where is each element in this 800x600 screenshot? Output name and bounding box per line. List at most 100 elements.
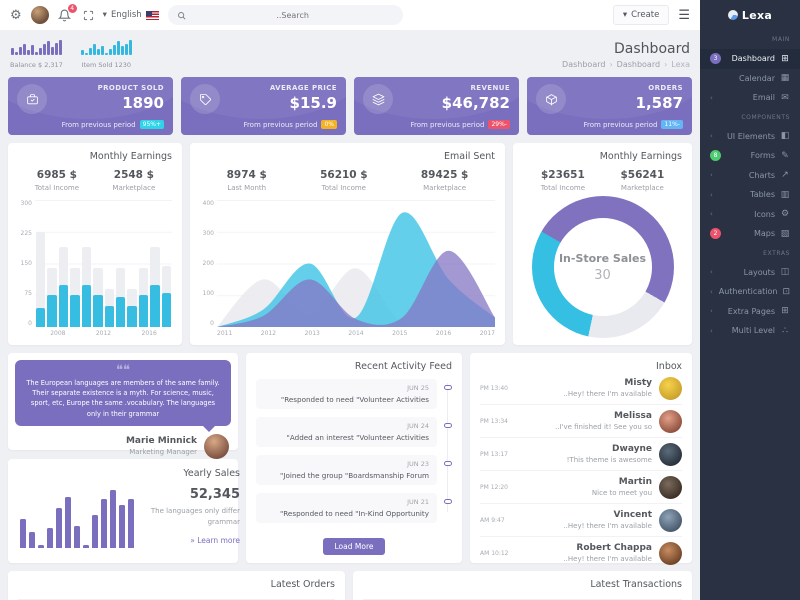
sidebar-item-forms[interactable]: 8 Forms ✎ — [700, 146, 800, 166]
inbox-item[interactable]: PM 12:20 Martin Nice to meet you — [480, 471, 682, 504]
authentication-icon: ⊡ — [782, 286, 790, 297]
stat-label: Total Income — [540, 184, 586, 192]
brand-name: Lexa — [741, 8, 773, 22]
quote-author: Marie Minnick Marketing Manager — [15, 433, 231, 459]
inbox-message: ..I've finished it! See you so — [555, 423, 652, 431]
brand-logo[interactable]: Lexa — [700, 0, 800, 30]
card-title: Monthly Earnings — [89, 151, 172, 162]
notifications-button[interactable]: 4 — [57, 4, 77, 23]
timeline-dot-icon — [444, 461, 452, 466]
inbox-time: AM 10:12 — [480, 549, 509, 557]
sidebar-item-extra-pages[interactable]: ‹ Extra Pages ⊞ — [700, 302, 800, 322]
balance-mini-bars — [10, 40, 62, 55]
inbox-time: AM 9:47 — [480, 516, 505, 524]
stat-value: $23651 — [540, 169, 585, 181]
sidebar-item-authentication[interactable]: ‹ Authentication ⊡ — [700, 282, 800, 302]
y-axis: 400 300 200 100 0 — [200, 200, 217, 327]
caret-down-icon: ▾ — [102, 10, 107, 20]
language-label: English — [110, 10, 142, 20]
stat-value: $15.9 — [289, 94, 337, 112]
sidebar-item-tables[interactable]: ‹ Tables ▥ — [700, 185, 800, 205]
donut-center-value: 30 — [594, 267, 611, 283]
inbox-item[interactable]: AM 9:47 Vincent ..Hey! there I'm available — [480, 504, 682, 537]
stat-badge: 11%- — [661, 120, 683, 129]
inbox-message: ..Hey! there I'm available — [563, 522, 652, 530]
forms-icon: ✎ — [781, 150, 789, 161]
inbox-item[interactable]: PM 13:34 Melissa ..I've finished it! See y… — [480, 405, 682, 438]
fullscreen-icon[interactable] — [83, 10, 94, 21]
inbox-message: Nice to meet you — [591, 489, 652, 497]
sidebar-item-label: Multi Level — [731, 326, 775, 336]
dashboard-icon: ⊞ — [781, 53, 789, 64]
sidebar-item-charts[interactable]: ‹ Charts ↗ — [700, 166, 800, 186]
axis-tick: 300 — [20, 200, 32, 207]
menu-toggle-icon[interactable]: ☰ — [678, 7, 690, 23]
sender-avatar — [659, 409, 682, 433]
search-box — [167, 5, 403, 25]
breadcrumb-item[interactable]: Dashboard — [562, 60, 606, 69]
axis-tick: 2016 — [141, 330, 157, 337]
axis-tick: 0 — [210, 320, 214, 327]
sidebar-item-maps[interactable]: 2 Maps ▧ — [700, 224, 800, 244]
maps-icon: ▧ — [780, 228, 790, 239]
sidebar-item-layouts[interactable]: ‹ Layouts ◫ — [700, 263, 800, 283]
inbox-item[interactable]: PM 13:17 Dwayne !This theme is awesome — [480, 438, 682, 471]
sidebar-badge: 2 — [710, 228, 721, 240]
create-button[interactable]: ▾ Create — [612, 5, 670, 25]
donut-center: In-Store Sales 30 — [553, 218, 652, 316]
chevron-icon: ‹ — [710, 93, 713, 102]
inbox-time: PM 13:34 — [480, 417, 508, 425]
tag-icon — [190, 84, 220, 114]
activity-timeline: JUN 25 "Responded to need "Volunteer Acti… — [256, 379, 452, 538]
load-more-button[interactable]: Load More — [322, 538, 386, 555]
axis-tick: 2013 — [304, 330, 320, 337]
sidebar-item-dashboard[interactable]: 3 Dashboard ⊞ — [700, 49, 800, 69]
item-sold-mini-bars — [80, 40, 132, 55]
axis-tick: 2016 — [435, 330, 452, 337]
language-selector[interactable]: ▾ English — [103, 10, 159, 20]
settings-gear-icon[interactable]: ⚙ — [10, 7, 22, 23]
axis-tick: 200 — [202, 260, 214, 267]
sidebar-item-ui-elements[interactable]: ‹ UI Elements ◧ — [700, 127, 800, 147]
sidebar-item-email[interactable]: ‹ Email ✉ — [700, 88, 800, 108]
stat-label: Total Income — [321, 184, 366, 192]
sidebar-item-label: Extra Pages — [727, 306, 775, 316]
axis-tick: 150 — [20, 260, 32, 267]
sidebar-item-label: Layouts — [743, 267, 775, 277]
sidebar-item-label: Email — [752, 93, 775, 103]
top-navbar: ⚙ 4 ▾ English ▾ Create ☰ — [0, 0, 700, 30]
quote-icon: ❝❝ — [116, 363, 130, 378]
yearly-sales-card: Yearly Sales 52,345 The languages only d… — [8, 459, 240, 563]
quote-bubble: ❝❝ The European languages are members of… — [15, 360, 231, 432]
breadcrumb-item-current: Lexa — [660, 60, 690, 69]
stat-period-label: From previous period — [583, 121, 658, 129]
inbox-item[interactable]: AM 10:12 Robert Chappa ..Hey! there I'm av… — [480, 537, 682, 569]
sidebar-item-calendar[interactable]: Calendar ▦ — [700, 69, 800, 89]
inbox-time: PM 13:40 — [480, 384, 508, 392]
yearly-sales-value: 52,345 — [189, 487, 240, 502]
stat-value: $46,782 — [441, 94, 510, 112]
card-title: Email Sent — [444, 151, 495, 162]
stat-card-orders: ORDERS 1,587 From previous period 11%- — [527, 77, 692, 135]
briefcase-icon — [17, 84, 47, 114]
chevron-icon: ‹ — [710, 190, 713, 199]
chevron-icon: ‹ — [710, 132, 713, 141]
x-axis: 2011 2012 2013 2014 2015 2016 2017 — [217, 330, 495, 337]
lexa-logo-icon — [727, 10, 738, 20]
axis-tick: 2012 — [260, 330, 277, 337]
inbox-message: ..Hey! there I'm available — [563, 555, 652, 563]
sender-avatar — [659, 475, 682, 499]
stat-value: 2548 $ — [113, 169, 154, 181]
sidebar-section-label: EXTRAS — [763, 249, 790, 257]
user-avatar[interactable] — [30, 6, 49, 24]
axis-tick: 225 — [20, 230, 32, 237]
activity-item: JUN 21 "Responded to need "In-Kind Opport… — [256, 493, 452, 523]
sidebar-item-multi-level[interactable]: ‹ Multi Level ∴ — [700, 321, 800, 341]
inbox-item[interactable]: PM 13:40 Misty ..Hey! there I'm available — [480, 372, 682, 405]
learn-more-link[interactable]: » Learn more — [190, 536, 240, 546]
author-name: Marie Minnick — [125, 436, 197, 447]
breadcrumb-item[interactable]: Dashboard — [605, 60, 660, 69]
sidebar-item-icons[interactable]: ‹ Icons ⚙ — [700, 205, 800, 225]
search-input[interactable] — [191, 10, 394, 20]
item-sold-label: Item Sold 1230 — [81, 61, 132, 69]
